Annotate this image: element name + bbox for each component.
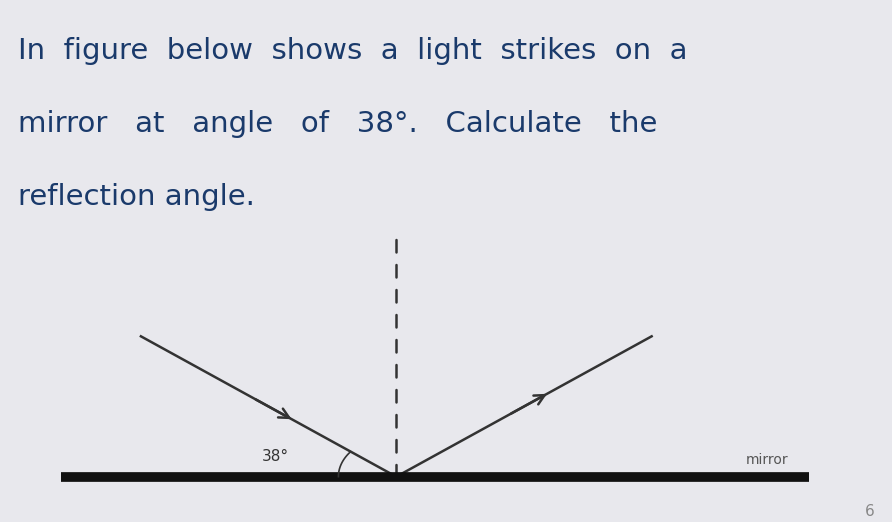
Text: 38°: 38° — [262, 449, 289, 464]
Text: 6: 6 — [864, 504, 874, 519]
Text: reflection angle.: reflection angle. — [18, 183, 255, 211]
Text: mirror   at   angle   of   38°.   Calculate   the: mirror at angle of 38°. Calculate the — [18, 110, 657, 138]
Text: In  figure  below  shows  a  light  strikes  on  a: In figure below shows a light strikes on… — [18, 37, 688, 65]
Text: mirror: mirror — [746, 453, 788, 467]
